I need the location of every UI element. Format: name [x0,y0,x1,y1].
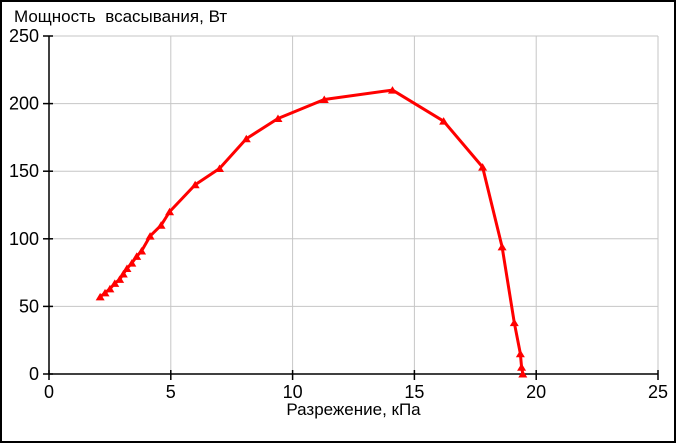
x-tick-label: 15 [404,382,424,402]
data-point-marker [105,284,115,293]
y-tick-label: 0 [29,364,39,384]
data-line [98,88,525,376]
data-point-marker [100,288,110,297]
x-tick-label: 20 [526,382,546,402]
data-point-marker [122,264,132,273]
x-tick-label: 25 [648,382,668,402]
data-point-marker [118,269,128,278]
data-point-marker [509,318,519,327]
data-point-marker [515,349,525,358]
data-point-marker [478,163,488,171]
data-point-marker [273,114,283,122]
x-axis-title: Разрежение, кПа [286,400,421,419]
data-point-marker [127,259,137,267]
data-point-marker [165,207,175,216]
y-tick-label: 100 [9,229,39,249]
data-point-marker [156,221,166,229]
data-point-marker [110,279,120,287]
data-point-marker [132,252,142,260]
x-tick-label: 5 [166,382,176,402]
data-point-marker [190,180,200,189]
y-tick-label: 200 [9,94,39,114]
data-point-marker [387,86,397,94]
data-point-marker [215,164,225,172]
data-point-marker [518,370,528,378]
data-point-marker [497,242,507,251]
y-tick-label: 150 [9,161,39,181]
x-tick-label: 10 [283,382,303,402]
data-point-marker [137,246,147,255]
y-tick-label: 250 [9,26,39,46]
chart-title: Мощность всасывания, Вт [14,7,228,26]
data-point-marker [439,117,449,125]
data-point-marker [115,275,125,283]
x-tick-label: 0 [44,382,54,402]
data-point-marker [319,95,329,104]
data-point-marker [517,363,527,371]
data-point-marker [95,292,105,301]
data-point-marker [145,232,155,240]
y-tick-label: 50 [19,296,39,316]
data-point-marker [241,134,251,143]
